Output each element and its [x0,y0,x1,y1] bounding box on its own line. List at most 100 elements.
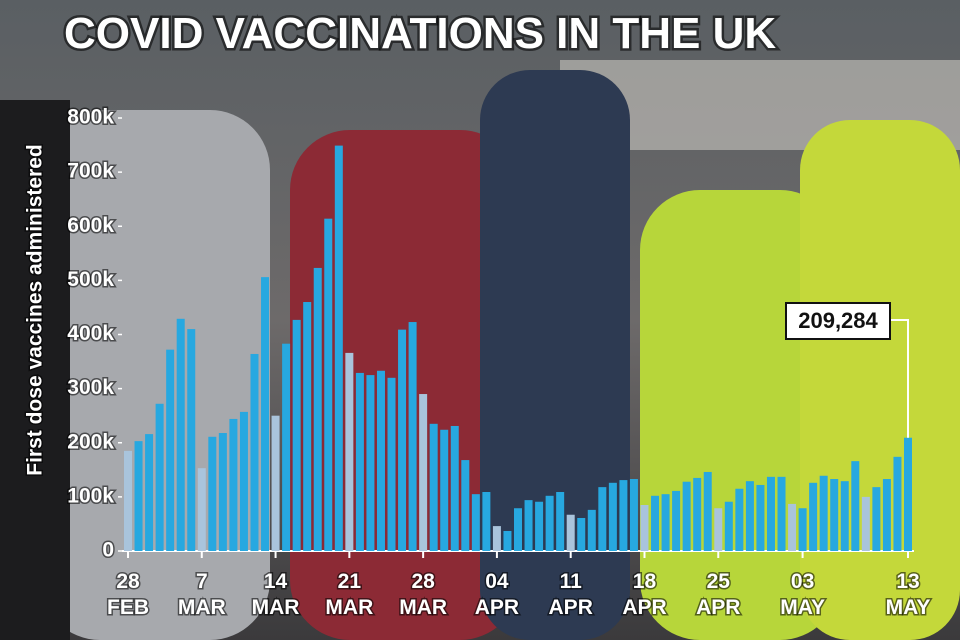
x-tick-label: 28 FEB [107,570,149,619]
bar [419,394,428,551]
bar [218,433,227,551]
x-tick-label: 04 APR [475,570,519,619]
bar [387,377,396,551]
y-tick-label: 300k [67,376,114,399]
bar [303,302,312,551]
bar [535,501,544,551]
bar [176,318,185,551]
annotation-line [888,319,909,438]
bar [577,517,586,551]
bar [366,375,375,551]
x-tick-label: 25 APR [696,570,740,619]
bar [482,492,491,551]
x-tick-label: 21 MAR [325,570,373,619]
bar [682,481,691,551]
bar [861,496,870,551]
bar [155,403,164,551]
bar [777,476,786,551]
bar [851,461,860,551]
y-axis-label: First dose vaccines administered [24,144,47,475]
x-tick-label: 14 MAR [252,570,300,619]
bar [693,477,702,551]
bar [893,456,902,551]
bar [724,501,733,551]
y-tick-label: 700k [67,160,114,183]
x-tick-label: 18 APR [622,570,666,619]
bar [376,370,385,551]
bar [145,434,154,551]
bar [166,349,175,551]
bar [440,429,449,551]
y-tick-label: 800k [67,106,114,129]
bar [250,353,259,551]
bar [640,504,649,551]
bar [450,425,459,551]
bar [608,482,617,551]
bar [334,145,343,551]
bar [429,423,438,551]
bar [809,482,818,551]
bar [324,218,333,552]
bar [566,514,575,551]
chart-title: COVID VACCINATIONS IN THE UK [64,9,776,58]
bar [271,415,280,551]
bar [345,352,354,551]
y-tick-label: 200k [67,430,114,453]
bar [587,509,596,551]
bar [492,526,501,551]
annotation-box [785,302,891,340]
bar [229,418,238,551]
x-tick-label: 13 MAY [886,570,931,619]
bar [261,277,270,551]
bar [208,436,217,551]
y-tick-label: 600k [67,214,114,237]
bar [661,494,670,551]
bar [197,468,206,551]
bar [798,508,807,551]
bar [735,488,744,551]
bar [408,322,417,551]
bar [524,500,533,551]
x-tick-label: 03 MAY [780,570,825,619]
bar [882,479,891,551]
value-label: 209,284 [798,308,878,333]
y-tick-label: 0 [102,539,114,562]
bar [819,475,828,551]
bar [788,503,797,551]
bar [830,479,839,551]
person [40,110,270,640]
person [0,100,70,640]
bar [398,329,407,551]
bar [556,492,565,551]
bar [714,508,723,551]
bar [745,481,754,551]
bar [471,494,480,551]
bar [503,530,512,551]
y-tick-label: 100k [67,484,114,507]
bar [239,411,248,551]
y-tick-label: 500k [67,268,114,291]
bar [703,471,712,551]
bar [282,343,291,551]
bar [355,372,364,551]
bar [872,487,881,551]
bar [545,495,554,551]
bar [187,329,196,551]
bar [756,484,765,551]
person [480,70,630,640]
x-tick-label: 11 APR [549,570,593,619]
bar [904,437,912,551]
y-tick-label: 400k [67,322,114,345]
person [800,120,960,640]
x-tick-label: 28 MAR [399,570,447,619]
bar [313,267,322,551]
bar [840,481,849,551]
x-tick-label: 7 MAR [178,570,226,619]
bar [514,508,522,551]
bar [292,319,301,551]
bar [598,487,607,551]
bar [766,476,775,551]
bar [629,479,638,551]
